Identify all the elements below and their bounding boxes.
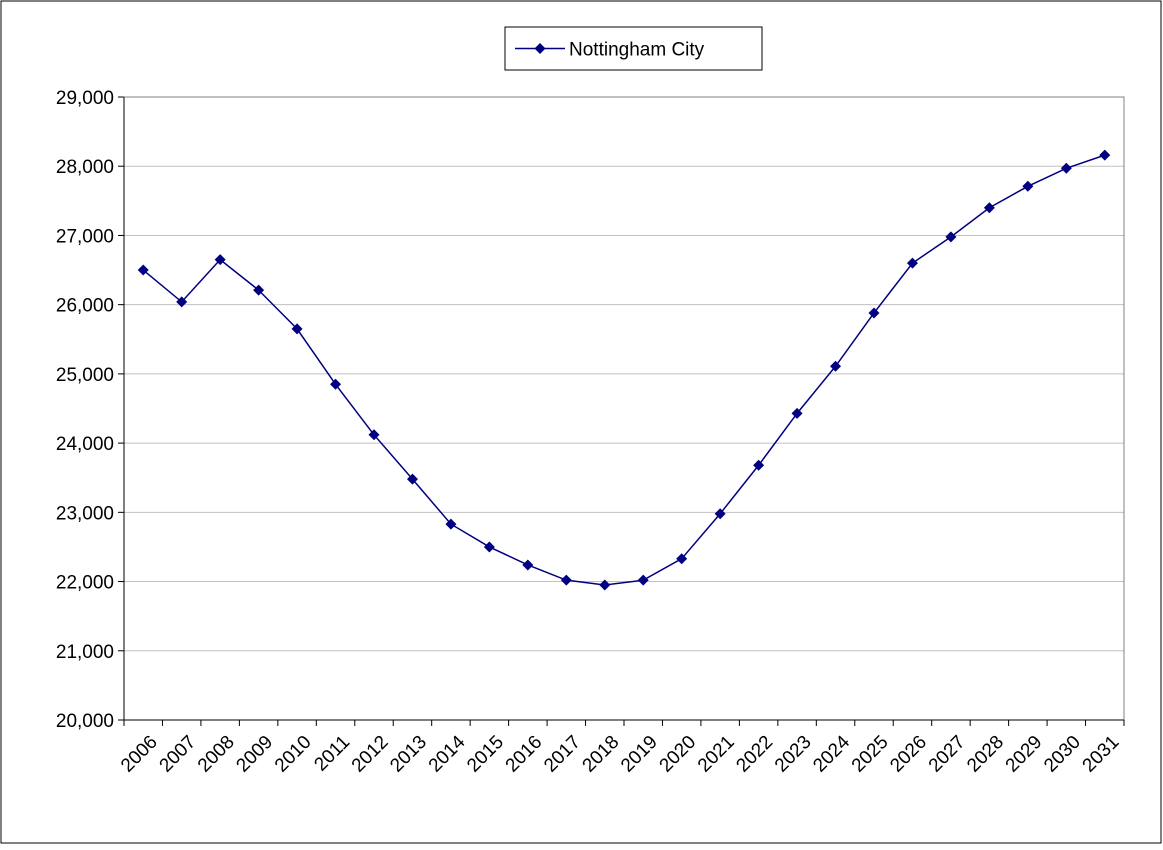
y-tick-label: 21,000 [56,642,114,663]
data-point [406,473,418,485]
data-point [791,407,803,419]
data-point [753,459,765,471]
data-point [445,518,457,530]
y-tick-label: 25,000 [56,365,114,386]
data-point [560,574,572,586]
data-point [714,508,726,520]
y-tick-label: 29,000 [56,88,114,109]
y-tick-label: 22,000 [56,573,114,594]
series-line [142,154,1106,586]
data-point [176,296,188,308]
data-point [368,429,380,441]
data-point [906,257,918,269]
data-point [868,307,880,319]
data-point [522,559,534,571]
y-tick-label: 20,000 [56,711,114,732]
y-tick-label: 23,000 [56,503,114,524]
data-point [945,231,957,243]
y-tick-label: 27,000 [56,226,114,247]
data-point [1099,149,1111,161]
data-point [599,579,611,591]
data-point [330,378,342,390]
data-point [214,254,226,266]
data-point [983,202,995,214]
data-point [676,553,688,565]
data-point [291,323,303,335]
y-tick-label: 26,000 [56,296,114,317]
y-tick-label: 28,000 [56,157,114,178]
legend: Nottingham City [504,26,763,71]
data-point [137,264,149,276]
data-point [637,574,649,586]
legend-marker [534,43,546,54]
legend-label: Nottingham City [569,40,705,61]
data-point [1060,162,1072,174]
data-point [253,284,265,296]
data-point [830,360,842,372]
data-point [483,541,495,553]
data-point [1022,180,1034,192]
y-tick-label: 24,000 [56,434,114,455]
